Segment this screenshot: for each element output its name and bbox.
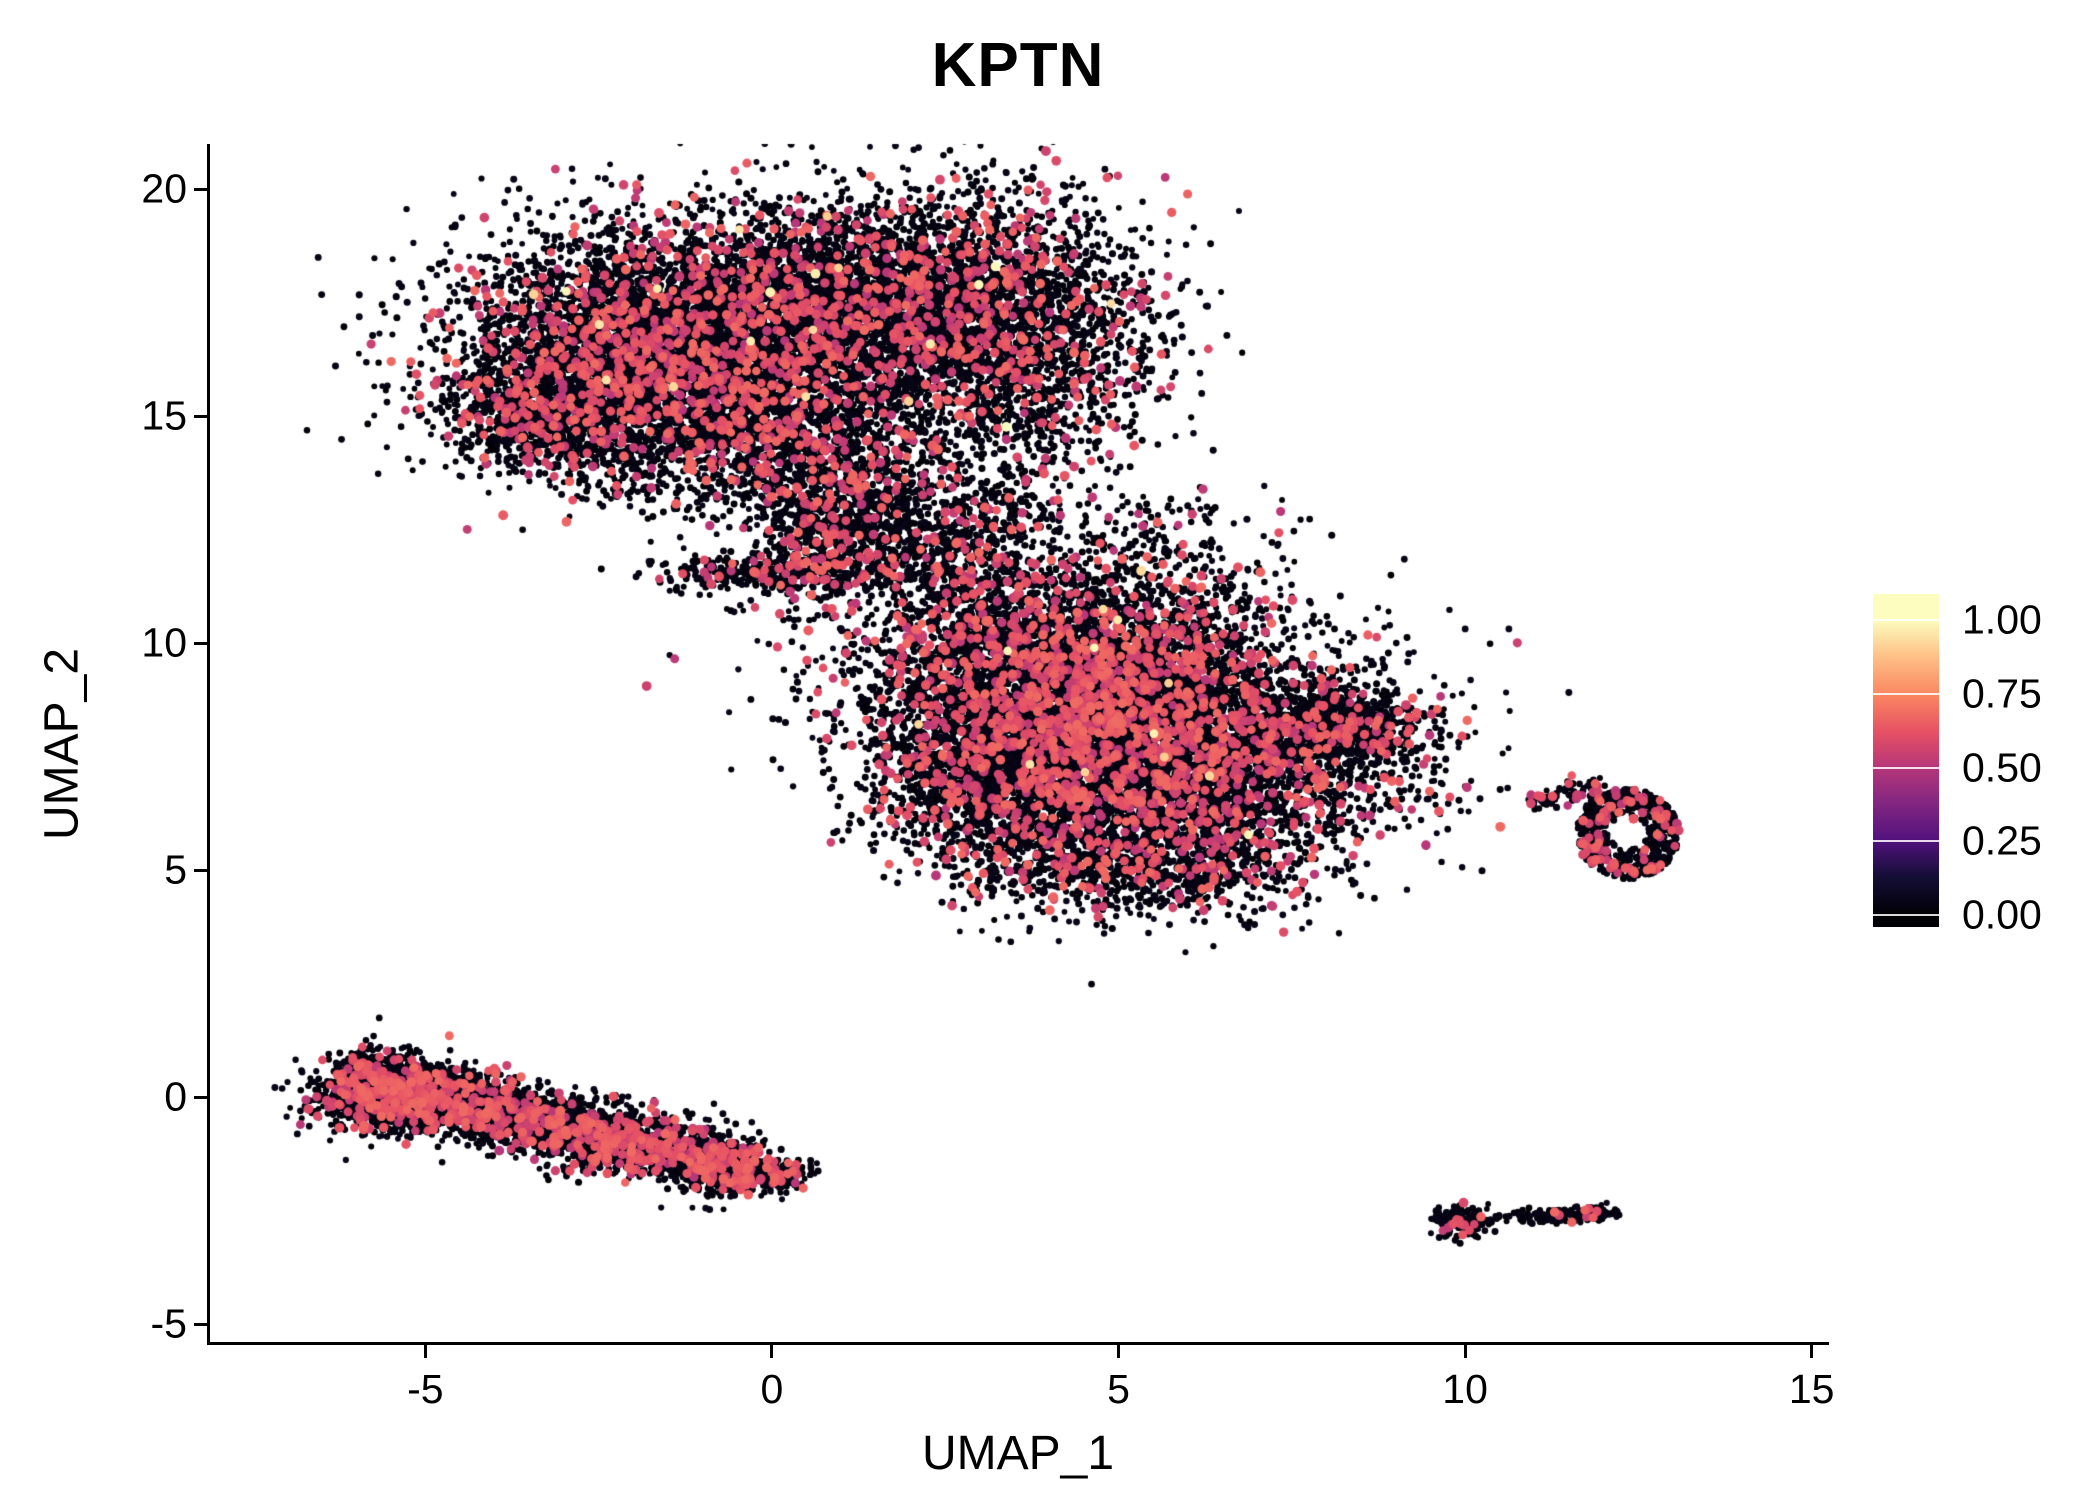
x-tick-mark [1117, 1345, 1120, 1358]
y-tick-mark [194, 187, 207, 191]
chart-title: KPTN [931, 31, 1105, 100]
colorbar-tick-label: 0.00 [1962, 891, 2042, 938]
colorbar-tick [1873, 914, 1939, 916]
y-tick-mark [194, 414, 207, 418]
x-tick-mark [423, 1345, 427, 1358]
colorbar-legend [1873, 594, 1939, 927]
colorbar-tick-label: 1.00 [1962, 596, 2042, 643]
y-tick-label: -5 [150, 1300, 187, 1347]
y-tick-mark [194, 1322, 207, 1326]
x-tick-mark [1810, 1345, 1814, 1358]
x-tick-label: 10 [1442, 1366, 1488, 1412]
y-tick-mark [194, 641, 207, 645]
colorbar-tick-label: 0.50 [1962, 744, 2042, 790]
colorbar-tick [1873, 692, 1939, 695]
x-tick-label: -5 [407, 1366, 444, 1412]
y-tick-label: 5 [164, 846, 187, 893]
y-tick-mark [194, 1095, 207, 1099]
x-tick-mark [770, 1345, 774, 1358]
y-tick-mark [194, 868, 207, 872]
x-tick-mark [1463, 1345, 1467, 1358]
colorbar-tick [1873, 766, 1939, 769]
y-axis-label: UMAP_2 [35, 647, 89, 841]
y-tick-label: 20 [141, 165, 187, 212]
colorbar-tick [1873, 619, 1939, 621]
x-tick-label: 15 [1788, 1366, 1835, 1412]
y-tick-label: 0 [164, 1073, 187, 1120]
x-tick-label: 0 [760, 1366, 784, 1412]
colorbar-tick [1873, 840, 1939, 843]
x-axis-label: UMAP_1 [921, 1427, 1115, 1480]
colorbar-tick-label: 0.25 [1962, 817, 2042, 864]
y-tick-label: 15 [141, 392, 187, 439]
x-tick-label: 5 [1107, 1366, 1130, 1412]
y-tick-label: 10 [141, 619, 187, 666]
colorbar-tick-label: 0.75 [1962, 670, 2042, 717]
